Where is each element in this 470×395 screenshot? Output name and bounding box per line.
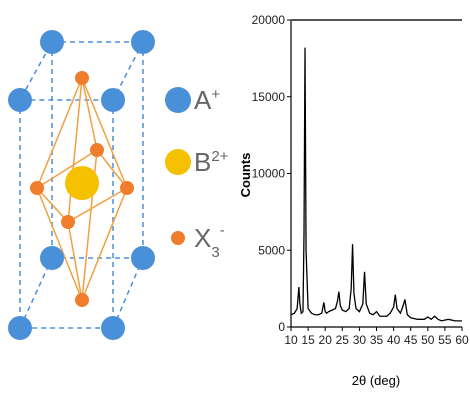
oct-edge xyxy=(36,77,128,301)
cube-top xyxy=(18,41,145,101)
x-tick-label: 50 xyxy=(421,333,435,347)
x-ion xyxy=(61,215,75,229)
x-ion xyxy=(90,143,104,157)
a-ions xyxy=(8,30,155,340)
y-tick-label: 10000 xyxy=(252,167,286,181)
x-tick-label: 40 xyxy=(387,333,401,347)
b-ion xyxy=(65,166,99,200)
a-ion xyxy=(101,88,125,112)
legend-label: X3- xyxy=(194,222,225,261)
a-ion xyxy=(40,30,64,54)
x-tick-label: 60 xyxy=(455,333,469,347)
y-tick-label: 15000 xyxy=(252,90,286,104)
y-tick-label: 5000 xyxy=(258,243,285,257)
x-tick-label: 20 xyxy=(319,333,333,347)
x-axis-label: 2θ (deg) xyxy=(352,373,400,388)
x-tick-label: 55 xyxy=(438,333,452,347)
xrd-chart: Counts 2θ (deg) 0 5000 10000 15000 20000 10 15… xyxy=(238,13,469,388)
legend-swatch xyxy=(171,231,185,245)
x-tick-label: 30 xyxy=(353,333,367,347)
a-ion xyxy=(8,88,32,112)
legend-swatch xyxy=(165,87,191,113)
symbol: B xyxy=(194,147,211,177)
y-tick-label: 20000 xyxy=(252,13,286,27)
a-ion xyxy=(40,246,64,270)
x-ion xyxy=(75,293,89,307)
legend-label: A+ xyxy=(194,85,220,115)
x-ion xyxy=(75,71,89,85)
legend: A+ B2+ X3- xyxy=(165,85,229,261)
a-ion xyxy=(131,246,155,270)
a-ion xyxy=(101,316,125,340)
x-ions xyxy=(30,71,134,307)
x-tick-label: 15 xyxy=(301,333,315,347)
xrd-line xyxy=(290,47,462,322)
sup: 2+ xyxy=(211,148,228,165)
legend-swatch xyxy=(165,149,191,175)
y-axis-label: Counts xyxy=(238,153,253,198)
symbol: A xyxy=(194,85,212,115)
symbol: X xyxy=(194,223,211,253)
x-ion xyxy=(30,181,44,195)
legend-label: B2+ xyxy=(194,147,229,177)
x-ion xyxy=(120,181,134,195)
sup: + xyxy=(211,86,220,103)
x-tick-label: 35 xyxy=(370,333,384,347)
a-ion xyxy=(131,30,155,54)
x-tick-label: 25 xyxy=(336,333,350,347)
y-tick-label: 0 xyxy=(278,320,285,334)
sup: - xyxy=(220,222,225,239)
x-tick-label: 10 xyxy=(284,333,298,347)
x-tick-label: 45 xyxy=(404,333,418,347)
a-ion xyxy=(8,316,32,340)
sub: 3 xyxy=(211,244,219,261)
